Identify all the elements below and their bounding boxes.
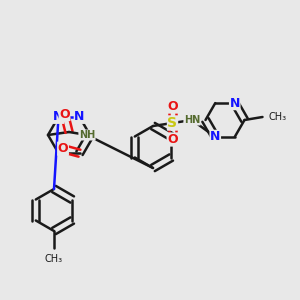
Text: HN: HN	[184, 115, 200, 125]
Text: S: S	[167, 116, 178, 130]
Text: O: O	[59, 107, 70, 121]
Text: O: O	[167, 100, 178, 113]
Text: N: N	[230, 97, 240, 110]
Text: N: N	[53, 110, 64, 123]
Text: O: O	[167, 133, 178, 146]
Text: NH: NH	[79, 130, 95, 140]
Text: CH₃: CH₃	[268, 112, 286, 122]
Text: CH₃: CH₃	[45, 254, 63, 263]
Text: N: N	[210, 130, 220, 143]
Text: O: O	[58, 142, 68, 155]
Text: N: N	[74, 110, 85, 123]
